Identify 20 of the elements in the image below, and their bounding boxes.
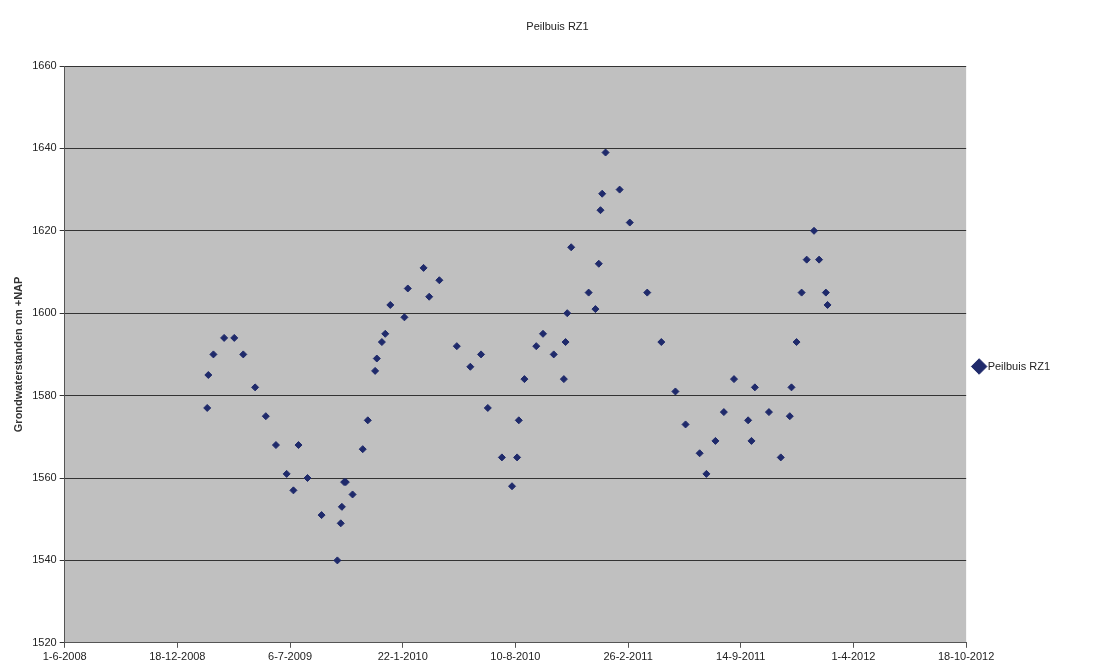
y-tick-label: 1600 — [32, 306, 57, 319]
x-tick-label: 14-9-2011 — [716, 650, 766, 663]
y-tick-label: 1620 — [32, 223, 57, 236]
chart-title: Peilbuis RZ1 — [525, 20, 590, 32]
y-tick-label: 1540 — [32, 553, 57, 566]
x-tick-label: 1-6-2008 — [42, 650, 87, 663]
x-tick-label: 26-2-2011 — [603, 650, 653, 663]
y-tick-label: 1580 — [32, 388, 57, 401]
y-tick-label: 1520 — [32, 635, 57, 648]
x-tick-label: 10-8-2010 — [490, 650, 541, 663]
y-tick-label: 1660 — [32, 59, 57, 72]
y-axis-title: Grondwaterstanden cm +NAP — [11, 276, 24, 433]
x-tick-label: 18-10-2012 — [938, 650, 995, 663]
x-tick-label: 18-12-2008 — [149, 650, 206, 663]
x-tick-label: 1-4-2012 — [831, 650, 876, 663]
x-tick-label: 6-7-2009 — [268, 650, 313, 663]
y-tick-label: 1560 — [32, 471, 57, 484]
y-tick-label: 1640 — [32, 141, 57, 154]
legend-label: Peilbuis RZ1 — [987, 359, 1050, 372]
x-tick-label: 22-1-2010 — [377, 650, 428, 663]
